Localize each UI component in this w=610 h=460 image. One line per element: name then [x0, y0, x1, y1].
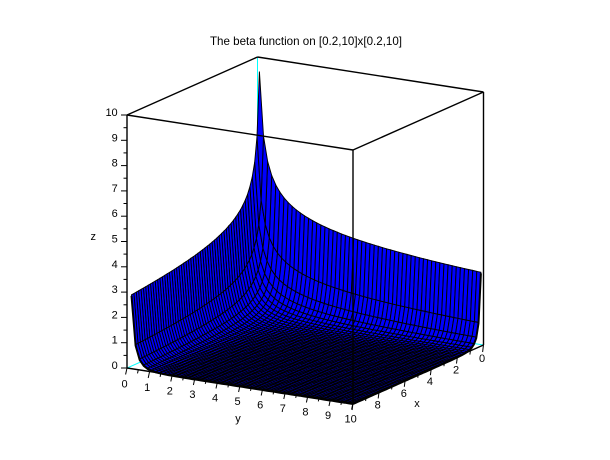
- svg-text:6: 6: [112, 208, 118, 220]
- svg-text:2: 2: [453, 365, 459, 377]
- svg-text:7: 7: [112, 183, 118, 195]
- svg-text:3: 3: [112, 284, 118, 296]
- svg-text:6: 6: [401, 388, 407, 400]
- svg-text:x: x: [414, 398, 420, 410]
- svg-text:6: 6: [257, 400, 263, 412]
- svg-text:2: 2: [112, 309, 118, 321]
- svg-text:8: 8: [112, 158, 118, 170]
- svg-text:1: 1: [144, 382, 150, 394]
- svg-text:4: 4: [112, 259, 118, 271]
- svg-text:2: 2: [167, 386, 173, 398]
- svg-text:1: 1: [112, 335, 118, 347]
- svg-text:5: 5: [235, 396, 241, 408]
- svg-text:7: 7: [280, 403, 286, 415]
- svg-text:9: 9: [325, 410, 331, 422]
- svg-text:8: 8: [302, 407, 308, 419]
- svg-text:y: y: [235, 413, 241, 425]
- svg-text:10: 10: [105, 107, 117, 119]
- svg-text:The beta function on [0.2,10]x: The beta function on [0.2,10]x[0.2,10]: [210, 35, 402, 48]
- svg-text:10: 10: [344, 414, 356, 426]
- svg-text:0: 0: [479, 353, 485, 365]
- svg-text:z: z: [91, 231, 97, 243]
- svg-text:4: 4: [212, 393, 218, 405]
- svg-text:0: 0: [122, 379, 128, 391]
- svg-text:4: 4: [427, 376, 433, 388]
- svg-text:9: 9: [112, 132, 118, 144]
- svg-text:0: 0: [112, 360, 118, 372]
- svg-text:5: 5: [112, 234, 118, 246]
- svg-text:8: 8: [375, 399, 381, 411]
- svg-text:3: 3: [189, 389, 195, 401]
